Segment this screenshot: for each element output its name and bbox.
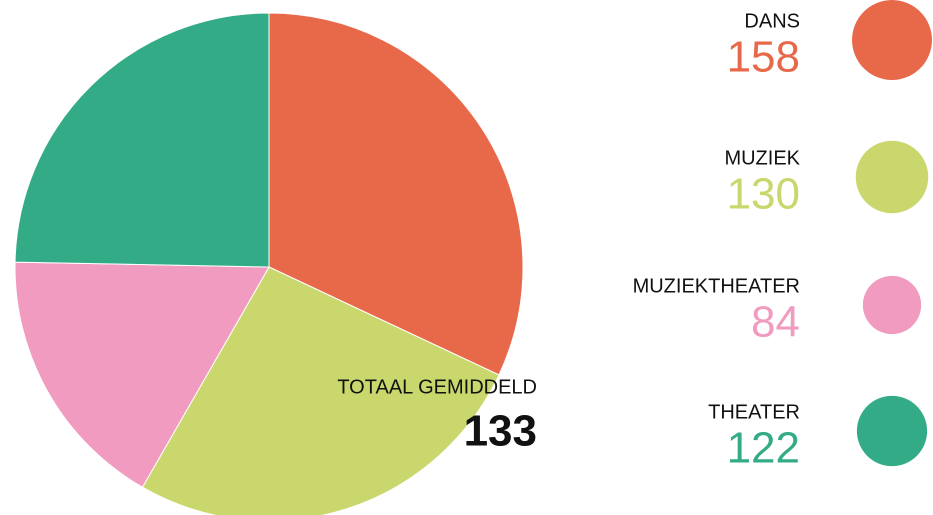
pie-slice: [141, 266, 500, 515]
legend-bubble: [855, 140, 929, 214]
center-value: 133: [464, 407, 537, 456]
legend-label: MUZIEK: [724, 147, 800, 169]
legend-bubble: [852, 0, 932, 80]
legend-value: 130: [727, 170, 800, 219]
legend-bubble: [856, 395, 928, 467]
legend-bubble: [862, 275, 922, 335]
legend-value: 84: [751, 298, 800, 347]
center-title: TOTAAL GEMIDDELD: [337, 376, 537, 398]
legend-label: MUZIEKTHEATER: [633, 275, 800, 297]
legend-label: THEATER: [708, 401, 800, 423]
pie-slice: [14, 12, 270, 268]
legend-value: 158: [727, 33, 800, 82]
legend-label: DANS: [744, 10, 800, 32]
legend-value: 122: [727, 424, 800, 473]
pie-slice: [268, 12, 524, 376]
pie: [14, 12, 524, 515]
pie-slice: [14, 261, 270, 488]
